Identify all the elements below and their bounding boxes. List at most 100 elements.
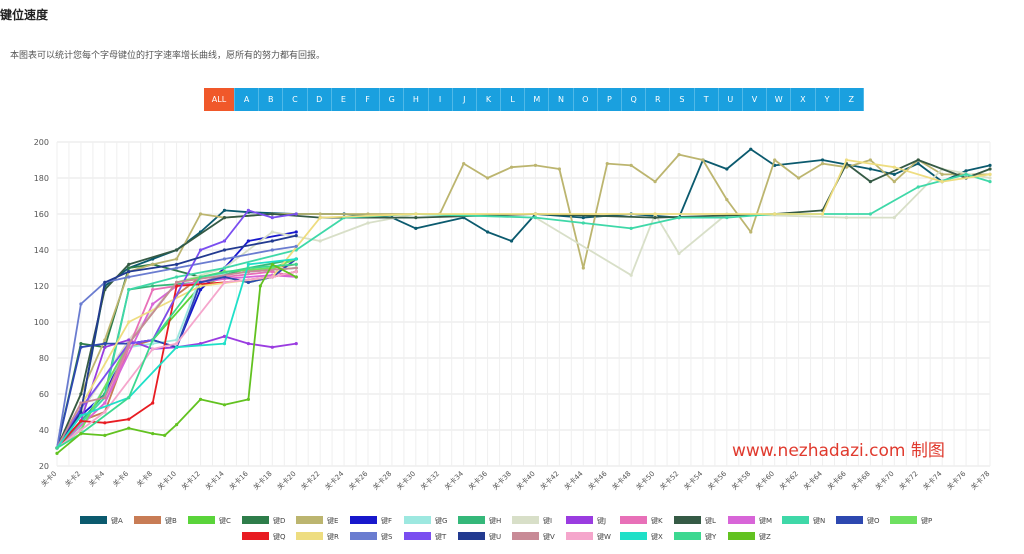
key-filter-button-o[interactable]: O	[573, 88, 598, 111]
legend-label: 键S	[381, 532, 393, 541]
data-point	[701, 158, 705, 162]
legend-item[interactable]: 键J	[566, 516, 606, 525]
legend-swatch	[134, 516, 161, 524]
data-point	[103, 401, 107, 405]
key-filter-button-w[interactable]: W	[767, 88, 792, 111]
legend-swatch	[404, 516, 431, 524]
data-point	[246, 266, 250, 270]
legend-item[interactable]: 键W	[566, 532, 611, 541]
key-filter-all-button[interactable]: ALL	[204, 88, 235, 111]
key-filter-button-n[interactable]: N	[549, 88, 574, 111]
legend-label: 键K	[651, 516, 663, 525]
data-point	[414, 216, 418, 220]
legend-item[interactable]: 键M	[728, 516, 772, 525]
series-26	[55, 262, 298, 455]
legend-item[interactable]: 键Z	[728, 532, 771, 541]
key-filter-button-g[interactable]: G	[380, 88, 405, 111]
y-tick-label: 200	[34, 138, 49, 147]
key-filter-button-c[interactable]: C	[283, 88, 308, 111]
key-filter-button-l[interactable]: L	[501, 88, 526, 111]
key-filter-button-j[interactable]: J	[452, 88, 477, 111]
legend-item[interactable]: 键Q	[242, 532, 286, 541]
data-point	[151, 288, 155, 292]
legend-item[interactable]: 键S	[350, 532, 393, 541]
data-point	[175, 345, 179, 349]
x-tick-label: 关卡14	[203, 469, 226, 492]
legend-swatch	[296, 532, 323, 540]
legend-label: 键Y	[705, 532, 717, 541]
legend-label: 键P	[921, 516, 932, 525]
key-filter-button-z[interactable]: Z	[839, 88, 864, 111]
key-filter-button-b[interactable]: B	[259, 88, 284, 111]
key-filter-button-i[interactable]: I	[428, 88, 453, 111]
key-filter-button-r[interactable]: R	[646, 88, 671, 111]
legend-item[interactable]: 键L	[674, 516, 716, 525]
data-point	[988, 167, 992, 171]
data-point	[198, 397, 203, 401]
key-filter-button-k[interactable]: K	[476, 88, 502, 111]
legend-item[interactable]: 键P	[890, 516, 932, 525]
key-filter-button-a[interactable]: A	[235, 88, 260, 111]
data-point	[653, 212, 657, 216]
data-point	[246, 270, 250, 274]
data-point	[198, 284, 203, 288]
data-point	[509, 239, 514, 243]
data-point	[868, 167, 872, 171]
legend-item[interactable]: 键C	[188, 516, 231, 525]
legend-item[interactable]: 键V	[512, 532, 555, 541]
key-filter-button-u[interactable]: U	[718, 88, 743, 111]
legend-item[interactable]: 键I	[512, 516, 552, 525]
legend-swatch	[404, 532, 431, 540]
data-point	[246, 262, 250, 266]
legend-item[interactable]: 键E	[296, 516, 338, 525]
legend-item[interactable]: 键B	[134, 516, 177, 525]
y-tick-label: 140	[34, 246, 49, 255]
legend-item[interactable]: 键O	[836, 516, 880, 525]
legend-item[interactable]: 键U	[458, 532, 501, 541]
key-filter-button-e[interactable]: E	[331, 88, 356, 111]
x-tick-label: 关卡28	[371, 469, 394, 492]
data-point	[629, 226, 633, 230]
key-filter-button-q[interactable]: Q	[622, 88, 647, 111]
key-filter-button-t[interactable]: T	[694, 88, 719, 111]
x-tick-label: 关卡38	[490, 469, 513, 492]
x-tick-label: 关卡40	[514, 469, 537, 492]
series-line	[56, 153, 990, 449]
data-point	[103, 410, 107, 414]
x-tick-label: 关卡24	[323, 469, 346, 492]
legend-item[interactable]: 键K	[620, 516, 663, 525]
key-filter-button-d[interactable]: D	[307, 88, 332, 111]
key-filter-button-m[interactable]: M	[525, 88, 550, 111]
legend-item[interactable]: 键G	[404, 516, 447, 525]
data-point	[725, 198, 729, 202]
x-tick-label: 关卡74	[921, 469, 944, 492]
key-filter-button-s[interactable]: S	[670, 88, 695, 111]
key-filter-button-y[interactable]: Y	[815, 88, 840, 111]
x-tick-label: 关卡58	[730, 469, 753, 492]
legend-item[interactable]: 键Y	[674, 532, 717, 541]
data-point	[151, 401, 155, 405]
legend-item[interactable]: 键N	[782, 516, 825, 525]
legend-item[interactable]: 键R	[296, 532, 339, 541]
series-line	[56, 245, 297, 449]
key-filter-button-h[interactable]: H	[404, 88, 429, 111]
legend-item[interactable]: 键F	[350, 516, 392, 525]
legend-item[interactable]: 键A	[80, 516, 123, 525]
x-tick-label: 关卡60	[754, 469, 777, 492]
key-filter-button-x[interactable]: X	[791, 88, 816, 111]
x-tick-label: 关卡76	[945, 469, 968, 492]
data-point	[127, 342, 131, 346]
x-tick-label: 关卡22	[299, 469, 322, 492]
key-filter-button-f[interactable]: F	[355, 88, 381, 111]
data-point	[175, 248, 179, 252]
legend-item[interactable]: 键H	[458, 516, 501, 525]
key-filter-button-v[interactable]: V	[742, 88, 768, 111]
key-filter-button-p[interactable]: P	[597, 88, 622, 111]
data-point	[892, 172, 896, 176]
data-point	[677, 153, 681, 157]
data-point	[318, 212, 322, 216]
data-point	[844, 158, 849, 162]
legend-item[interactable]: 键D	[242, 516, 285, 525]
legend-item[interactable]: 键T	[404, 532, 447, 541]
legend-item[interactable]: 键X	[620, 532, 663, 541]
